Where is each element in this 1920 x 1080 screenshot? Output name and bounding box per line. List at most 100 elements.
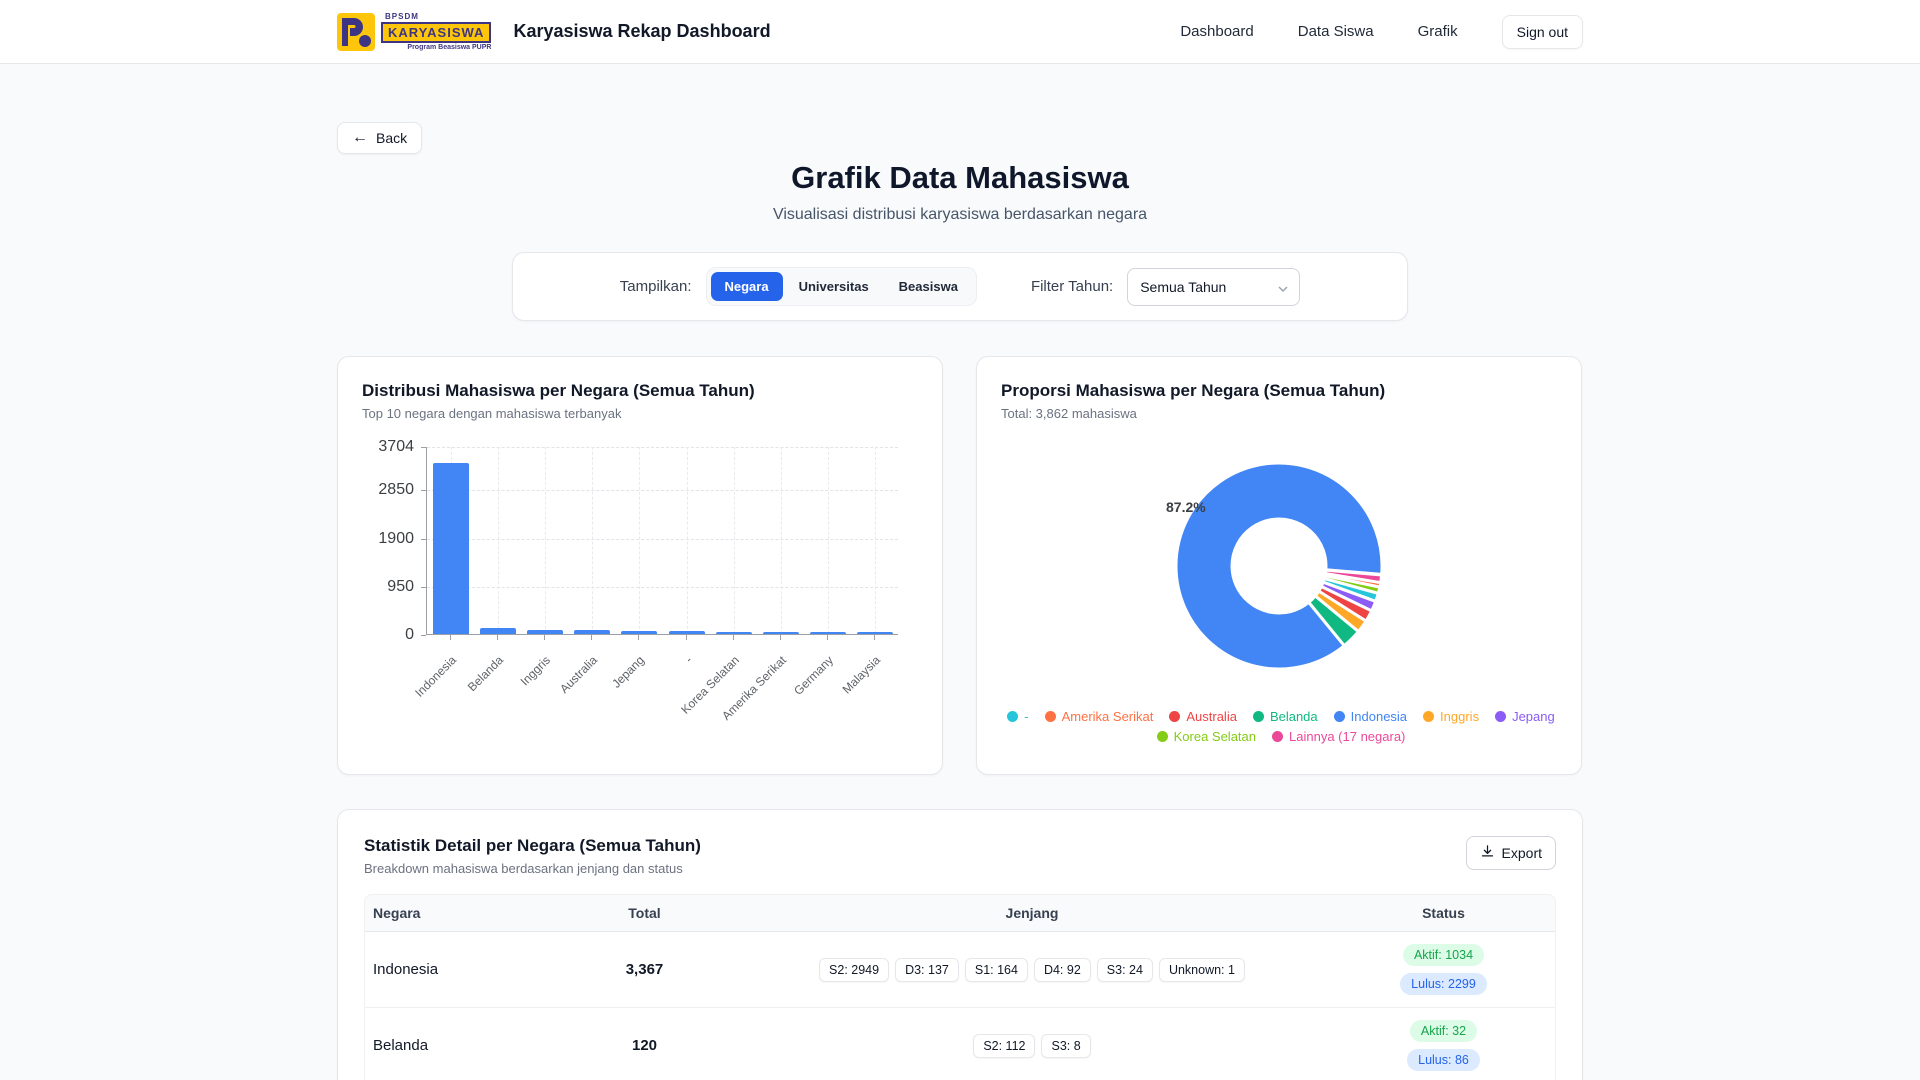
status-badge-aktif: Aktif: 32 bbox=[1409, 1020, 1478, 1042]
bar-Korea Selatan bbox=[715, 631, 752, 634]
legend-label: Belanda bbox=[1269, 709, 1318, 724]
legend-dot-icon bbox=[1007, 711, 1019, 722]
nav-data-siswa-link[interactable]: Data Siswa bbox=[1297, 23, 1374, 40]
donut-chart-subtitle: Total: 3,862 mahasiswa bbox=[1001, 406, 1137, 421]
legend-item: Amerika Serikat bbox=[1044, 709, 1154, 724]
sign-out-button[interactable]: Sign out bbox=[1501, 14, 1583, 49]
y-axis-tick bbox=[421, 635, 426, 636]
filter-bar: Tampilkan: Negara Universitas Beasiswa F… bbox=[512, 252, 1408, 321]
x-axis-tick bbox=[544, 635, 545, 640]
pupr-logo-icon bbox=[337, 12, 375, 51]
segment-universitas[interactable]: Universitas bbox=[785, 272, 883, 301]
column-jenjang: Jenjang bbox=[1005, 905, 1059, 921]
nav-grafik-link[interactable]: Grafik bbox=[1417, 23, 1458, 40]
gridline bbox=[427, 538, 898, 540]
bar-chart-card: Distribusi Mahasiswa per Negara (Semua T… bbox=[337, 356, 943, 775]
legend-item: Belanda bbox=[1252, 709, 1318, 724]
donut-slice-Indonesia bbox=[1174, 461, 1384, 671]
table-row: Belanda 120 S2: 112 S3: 8 Aktif: 32 Lulus: 86 bbox=[365, 1008, 1555, 1080]
x-axis-label: Jepang bbox=[609, 653, 648, 691]
legend-dot-icon bbox=[1252, 711, 1264, 722]
x-axis-label: Australia bbox=[557, 653, 601, 696]
legend-dot-icon bbox=[1044, 711, 1056, 722]
legend-dot-icon bbox=[1272, 731, 1284, 742]
x-axis-label: Indonesia bbox=[411, 653, 459, 700]
page-subtitle: Visualisasi distribusi karyasiswa berdas… bbox=[772, 206, 1148, 223]
jenjang-badge: S2: 2949 bbox=[819, 957, 890, 982]
y-axis-tick-label: 3704 bbox=[378, 438, 414, 455]
nav-dashboard-link[interactable]: Dashboard bbox=[1180, 23, 1254, 40]
logo-bpsdm-text: BPSDM bbox=[385, 11, 419, 21]
table-body: Indonesia 3,367 S2: 2949 D3: 137 S1: 164 D4: … bbox=[365, 932, 1555, 1080]
y-axis-tick-label: 0 bbox=[405, 626, 414, 643]
cell-jenjang: S2: 112 S3: 8 bbox=[732, 1022, 1332, 1070]
jenjang-badge: S3: 24 bbox=[1096, 957, 1153, 982]
download-icon bbox=[1480, 844, 1495, 862]
x-axis-label: Malaysia bbox=[839, 653, 884, 697]
gridline bbox=[639, 447, 641, 634]
legend-label: Inggris bbox=[1440, 709, 1480, 724]
tampilkan-label: Tampilkan: bbox=[619, 278, 692, 295]
legend-label: Australia bbox=[1186, 709, 1237, 724]
jenjang-badge: Unknown: 1 bbox=[1158, 957, 1245, 982]
legend-item: Australia bbox=[1169, 709, 1237, 724]
cell-status: Aktif: 1034 Lulus: 2299 bbox=[1332, 932, 1555, 1007]
export-label: Export bbox=[1501, 845, 1542, 861]
segment-negara[interactable]: Negara bbox=[710, 272, 783, 301]
jenjang-badges: S2: 112 S3: 8 bbox=[740, 1033, 1324, 1058]
donut-percentage-label: 87.2% bbox=[1166, 499, 1206, 515]
donut-chart: 87.2% bbox=[1166, 461, 1384, 671]
x-axis-tick bbox=[638, 635, 640, 640]
status-badge-lulus: Lulus: 86 bbox=[1407, 1049, 1480, 1071]
x-axis-tick bbox=[685, 635, 687, 640]
gridline bbox=[592, 447, 594, 634]
x-axis-label: Belanda bbox=[464, 653, 506, 695]
page-title: Grafik Data Mahasiswa bbox=[791, 160, 1129, 195]
column-status: Status bbox=[1422, 905, 1465, 921]
view-segmented-control: Negara Universitas Beasiswa bbox=[705, 267, 977, 306]
legend-item: Lainnya (17 negara) bbox=[1272, 729, 1405, 744]
legend-item: Jepang bbox=[1495, 709, 1555, 724]
export-button[interactable]: Export bbox=[1465, 836, 1556, 870]
jenjang-badge: S3: 8 bbox=[1041, 1033, 1091, 1058]
legend-label: Korea Selatan bbox=[1173, 729, 1257, 744]
bar-Germany bbox=[810, 632, 847, 634]
logo-tagline-text: Program Beasiswa PUPR bbox=[407, 43, 492, 51]
logo-name-text: KARYASISWA bbox=[381, 21, 492, 43]
legend-dot-icon bbox=[1495, 711, 1507, 722]
x-axis-label: Inggris bbox=[517, 653, 553, 689]
legend-dot-icon bbox=[1333, 711, 1345, 722]
column-total: Total bbox=[628, 905, 661, 921]
legend-label: Jepang bbox=[1512, 709, 1555, 724]
back-button[interactable]: ← Back bbox=[337, 122, 423, 154]
x-axis-label: Germany bbox=[791, 653, 837, 698]
legend-dot-icon bbox=[1156, 731, 1168, 742]
x-axis-tick bbox=[496, 635, 498, 640]
year-filter-value: Semua Tahun bbox=[1140, 278, 1227, 295]
legend-label: Amerika Serikat bbox=[1061, 709, 1154, 724]
bar-Amerika Serikat bbox=[763, 632, 799, 634]
segment-beasiswa[interactable]: Beasiswa bbox=[885, 272, 972, 301]
year-filter-select[interactable]: Semua Tahun bbox=[1127, 267, 1301, 306]
bar-chart: 0 950 1900 2850 3704 Indonesia Belanda Inggris A… bbox=[362, 435, 920, 735]
y-axis-tick-label: 950 bbox=[387, 577, 414, 595]
status-badge-lulus: Lulus: 2299 bbox=[1400, 973, 1487, 995]
y-axis-tick bbox=[421, 538, 426, 540]
bar-Australia bbox=[574, 630, 611, 634]
gridline bbox=[686, 447, 688, 634]
arrow-left-icon: ← bbox=[352, 129, 368, 146]
bar-Jepang bbox=[621, 630, 658, 634]
column-negara: Negara bbox=[373, 905, 421, 921]
gridline bbox=[875, 447, 877, 634]
gridline bbox=[427, 490, 898, 492]
gridline bbox=[427, 447, 898, 448]
cell-jenjang: S2: 2949 D3: 137 S1: 164 D4: 92 S3: 24 Unknow… bbox=[732, 946, 1332, 994]
app-header: BPSDM KARYASISWA Program Beasiswa PUPR K… bbox=[0, 0, 1920, 64]
donut-chart-title: Proporsi Mahasiswa per Negara (Semua Tah… bbox=[1001, 381, 1386, 400]
legend-item: - bbox=[1007, 709, 1029, 724]
app-title: Karyasiswa Rekap Dashboard bbox=[513, 21, 771, 41]
cell-total: 120 bbox=[631, 1037, 658, 1054]
status-badges: Aktif: 1034 Lulus: 2299 bbox=[1340, 944, 1547, 995]
x-axis-tick bbox=[780, 635, 781, 640]
legend-label: Lainnya (17 negara) bbox=[1289, 729, 1406, 744]
